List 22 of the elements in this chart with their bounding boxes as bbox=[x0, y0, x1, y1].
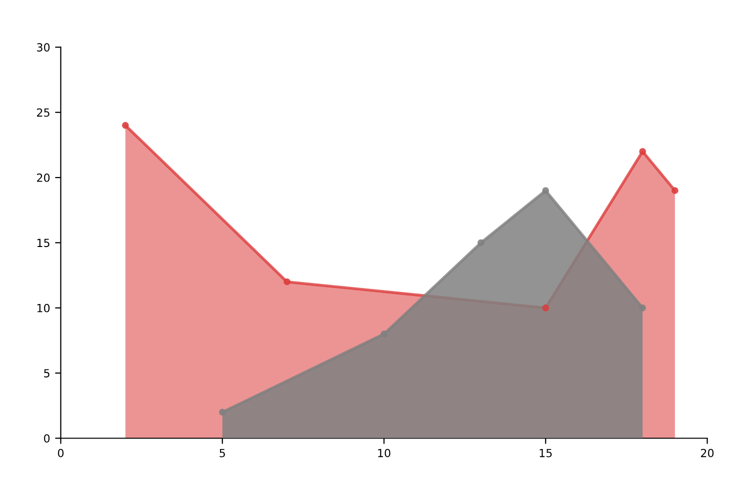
x-tick-label: 0 bbox=[58, 448, 64, 458]
y-tick-label: 20 bbox=[37, 174, 50, 182]
y-tick-label: 0 bbox=[44, 434, 50, 443]
point bbox=[542, 187, 550, 194]
x-tick-label: 15 bbox=[540, 449, 552, 458]
x-tick-label: 10 bbox=[378, 448, 390, 458]
point bbox=[542, 304, 550, 312]
point bbox=[218, 408, 226, 416]
y-tick-label: 30 bbox=[37, 43, 50, 52]
point bbox=[380, 330, 388, 338]
y-tick-label: 25 bbox=[37, 108, 50, 117]
point bbox=[478, 239, 484, 246]
x-tick-label: 5 bbox=[220, 449, 225, 458]
point bbox=[639, 148, 646, 155]
y-tick-label: 10 bbox=[37, 304, 50, 312]
point bbox=[639, 304, 646, 312]
y-tick-label: 5 bbox=[44, 369, 50, 378]
x-tick-label: 20 bbox=[700, 448, 714, 458]
point bbox=[122, 122, 129, 129]
point bbox=[671, 187, 678, 194]
point bbox=[284, 278, 290, 286]
y-tick-label: 15 bbox=[37, 238, 50, 248]
